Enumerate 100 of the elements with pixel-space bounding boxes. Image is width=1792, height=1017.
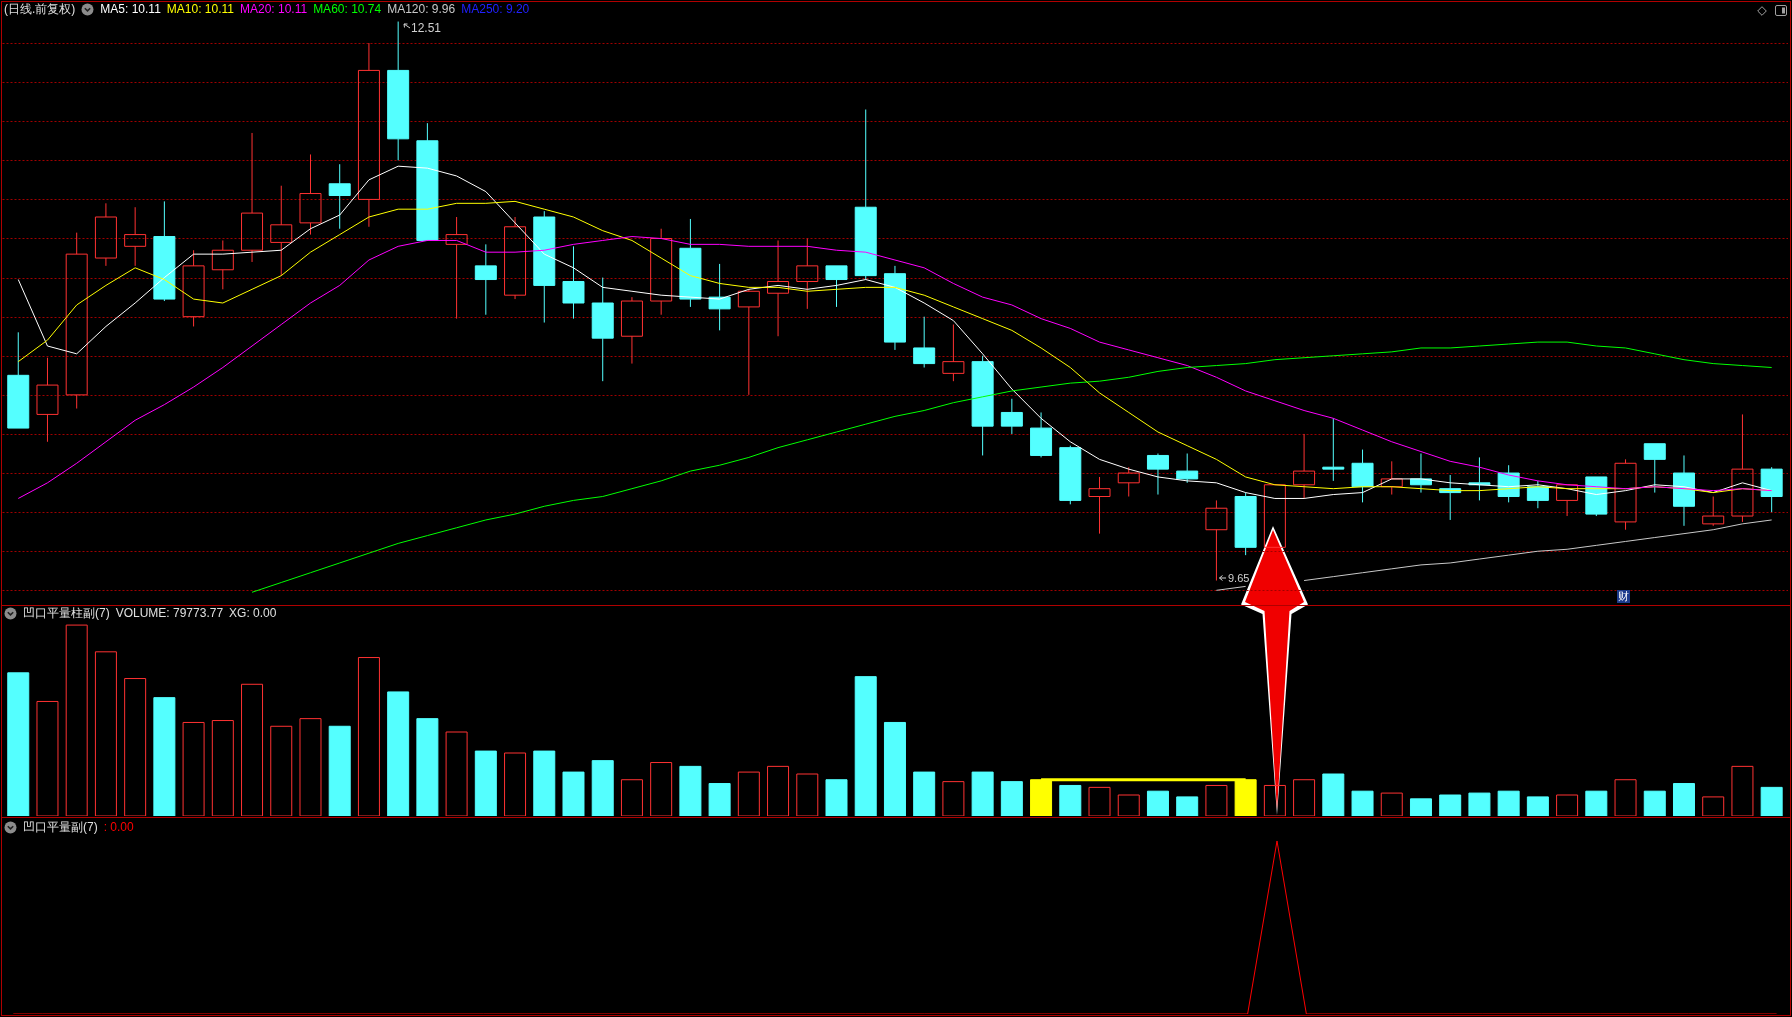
bar (562, 771, 585, 816)
bar (1322, 773, 1345, 816)
bar (1380, 792, 1403, 816)
text: MA120: 9.96 (387, 2, 456, 16)
bar (387, 691, 410, 816)
bar (1351, 790, 1374, 816)
candlestick (1643, 443, 1666, 494)
bar (942, 781, 965, 816)
text: MA60: 10.74 (313, 2, 382, 16)
candlestick (504, 216, 527, 300)
candlestick (620, 296, 643, 365)
bar (94, 651, 117, 816)
candlestick (1263, 484, 1286, 548)
bar (182, 721, 205, 816)
bar (1468, 792, 1491, 816)
text: VOLUME: 79773.77 (115, 606, 224, 620)
bar (971, 771, 994, 816)
bar (650, 762, 673, 816)
bar (796, 773, 819, 816)
bar (328, 725, 351, 816)
bar (504, 752, 527, 816)
bar (65, 624, 88, 816)
bar (1585, 790, 1608, 816)
candlestick (1672, 454, 1695, 527)
bar (416, 718, 439, 816)
candlestick (913, 316, 936, 368)
candlestick (445, 216, 468, 320)
bar (1556, 794, 1579, 816)
bar (1702, 796, 1725, 816)
bar (1263, 784, 1286, 816)
bar (708, 783, 731, 816)
text: MA10: 10.11 (166, 2, 234, 16)
candlestick (1293, 433, 1316, 499)
bar (1731, 765, 1754, 816)
bar (1117, 794, 1140, 816)
bar (533, 750, 556, 816)
candlestick (270, 185, 293, 277)
bar (620, 779, 643, 816)
candlestick (591, 277, 614, 382)
candlestick (1088, 476, 1111, 535)
bar (591, 760, 614, 816)
bar (1059, 784, 1082, 816)
bar (211, 720, 234, 816)
candlestick (767, 239, 790, 337)
bar (299, 718, 322, 816)
annotation: 财 (1617, 590, 1630, 603)
candlestick (825, 265, 848, 308)
bar (270, 725, 293, 816)
chart-title: 凹口平量副(7) (23, 820, 98, 834)
text: XG: 0.00 (229, 606, 277, 620)
candlestick (562, 245, 585, 320)
candlestick (1322, 417, 1345, 482)
bar (241, 683, 264, 816)
candlestick (1030, 411, 1053, 458)
text: : 0.00 (103, 820, 134, 834)
text: MA5: 10.11 (100, 2, 161, 16)
candlestick (796, 238, 819, 310)
bar (737, 771, 760, 816)
bar (825, 779, 848, 816)
text: MA20: 10.11 (239, 2, 308, 16)
candlestick (1000, 398, 1023, 435)
candlestick (211, 239, 234, 290)
bar (854, 676, 877, 816)
bar (1176, 796, 1199, 816)
bar (1000, 781, 1023, 816)
candlestick (1526, 480, 1549, 509)
bar (1760, 786, 1783, 816)
bar (1205, 784, 1228, 816)
bar (1088, 786, 1111, 816)
bar (7, 672, 30, 816)
candlestick (328, 163, 351, 230)
candlestick (883, 265, 906, 351)
bar (357, 657, 380, 816)
bar (679, 765, 702, 816)
candlestick (1146, 453, 1169, 496)
bar (1439, 794, 1462, 816)
annotation: 12.51 (411, 21, 442, 35)
bar (1409, 798, 1432, 816)
bar (883, 721, 906, 816)
bar (1643, 790, 1666, 816)
chart-title: (日线.前复权) (4, 2, 76, 16)
candlestick (94, 202, 117, 267)
bar (36, 700, 59, 816)
candlestick (1205, 499, 1228, 582)
bar (153, 697, 176, 816)
bar (474, 750, 497, 816)
bar (1614, 779, 1637, 816)
bar (1293, 779, 1316, 816)
bar (913, 771, 936, 816)
chart-title: 凹口平量柱副(7) (23, 606, 110, 620)
candlestick (474, 243, 497, 316)
candlestick (357, 42, 380, 228)
candlestick (416, 122, 439, 241)
bar (124, 678, 147, 816)
candlestick (708, 263, 731, 331)
bar (1672, 783, 1695, 816)
candlestick (241, 132, 264, 263)
candlestick (7, 331, 30, 429)
candlestick (65, 232, 88, 410)
candlestick (124, 206, 147, 267)
